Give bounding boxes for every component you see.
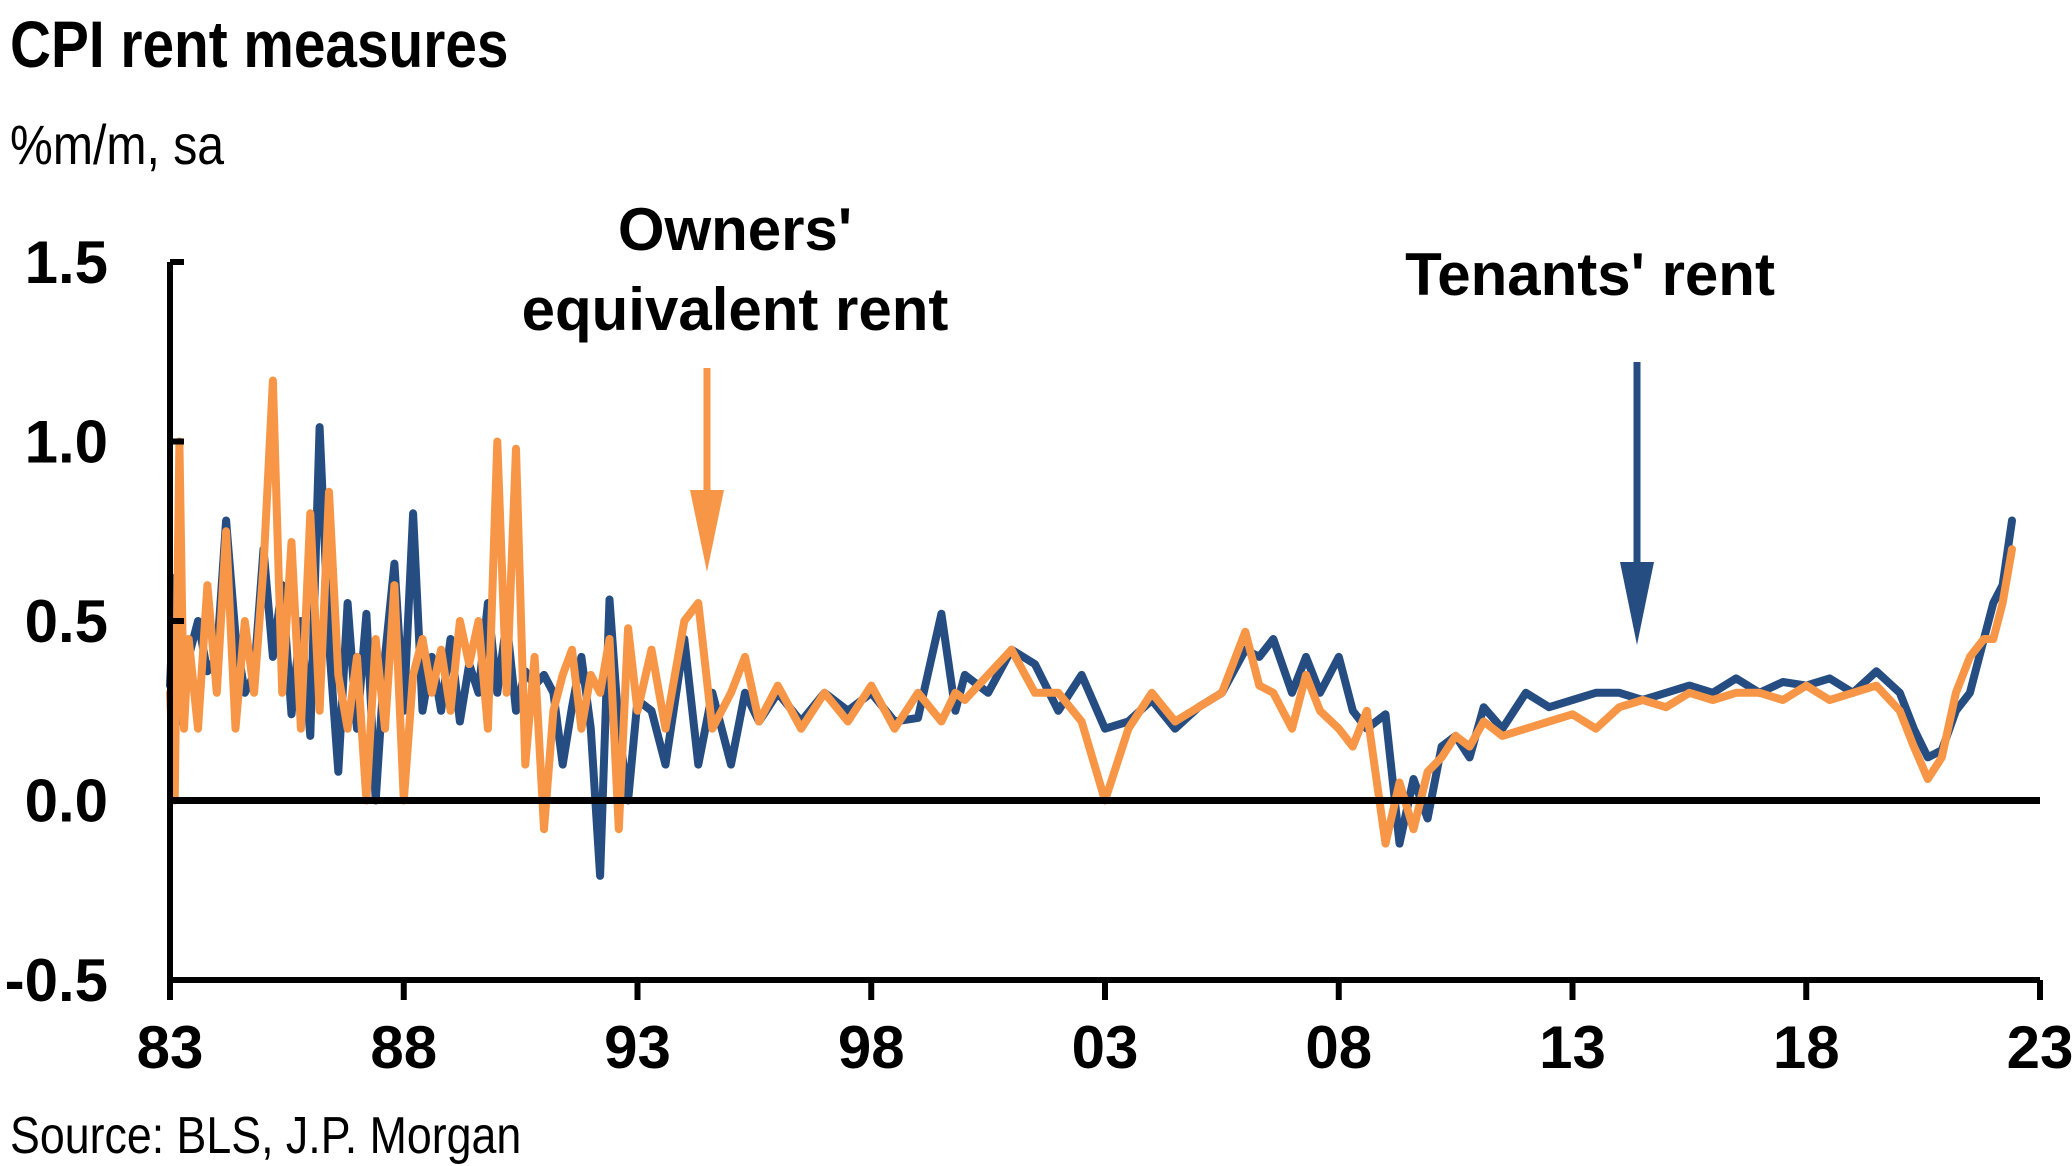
- x-tick-label: 13: [1539, 1014, 1606, 1081]
- x-tick-label: 83: [137, 1014, 204, 1081]
- y-tick-label: 1.5: [25, 229, 108, 296]
- x-tick-label: 88: [370, 1014, 437, 1081]
- oer-arrow-head: [690, 490, 724, 572]
- source-note: Source: BLS, J.P. Morgan: [10, 1107, 522, 1165]
- tenants-rent-line: [166, 423, 2016, 880]
- y-tick-label: 0.5: [25, 588, 108, 655]
- oer-annotation-line2: equivalent rent: [522, 276, 949, 343]
- axes-layer: -0.5 0.0 0.5 1.0 1.5 83 88 93 98 03 08 13 18 23: [5, 229, 2072, 1081]
- x-tick-label: 08: [1305, 1014, 1372, 1081]
- x-tick-label: 98: [838, 1014, 905, 1081]
- x-tick-label: 23: [2007, 1014, 2072, 1081]
- annotation-layer: Owners' equivalent rent Tenants' rent: [522, 196, 1775, 645]
- y-tick-label: 1.0: [25, 409, 108, 476]
- oer-annotation-line1: Owners': [618, 196, 852, 263]
- tenants-arrow-head: [1620, 562, 1654, 645]
- x-tick-label: 03: [1072, 1014, 1139, 1081]
- tenants-annotation: Tenants' rent: [1405, 241, 1775, 308]
- series-layer: [166, 376, 2016, 880]
- chart-subtitle: %m/m, sa: [10, 113, 225, 176]
- x-tick-label: 18: [1773, 1014, 1840, 1081]
- owners-equivalent-rent-line: [166, 376, 2016, 848]
- y-tick-label: 0.0: [25, 768, 108, 835]
- x-tick-label: 93: [604, 1014, 671, 1081]
- chart-title: CPI rent measures: [10, 7, 509, 81]
- y-tick-label: -0.5: [5, 947, 108, 1014]
